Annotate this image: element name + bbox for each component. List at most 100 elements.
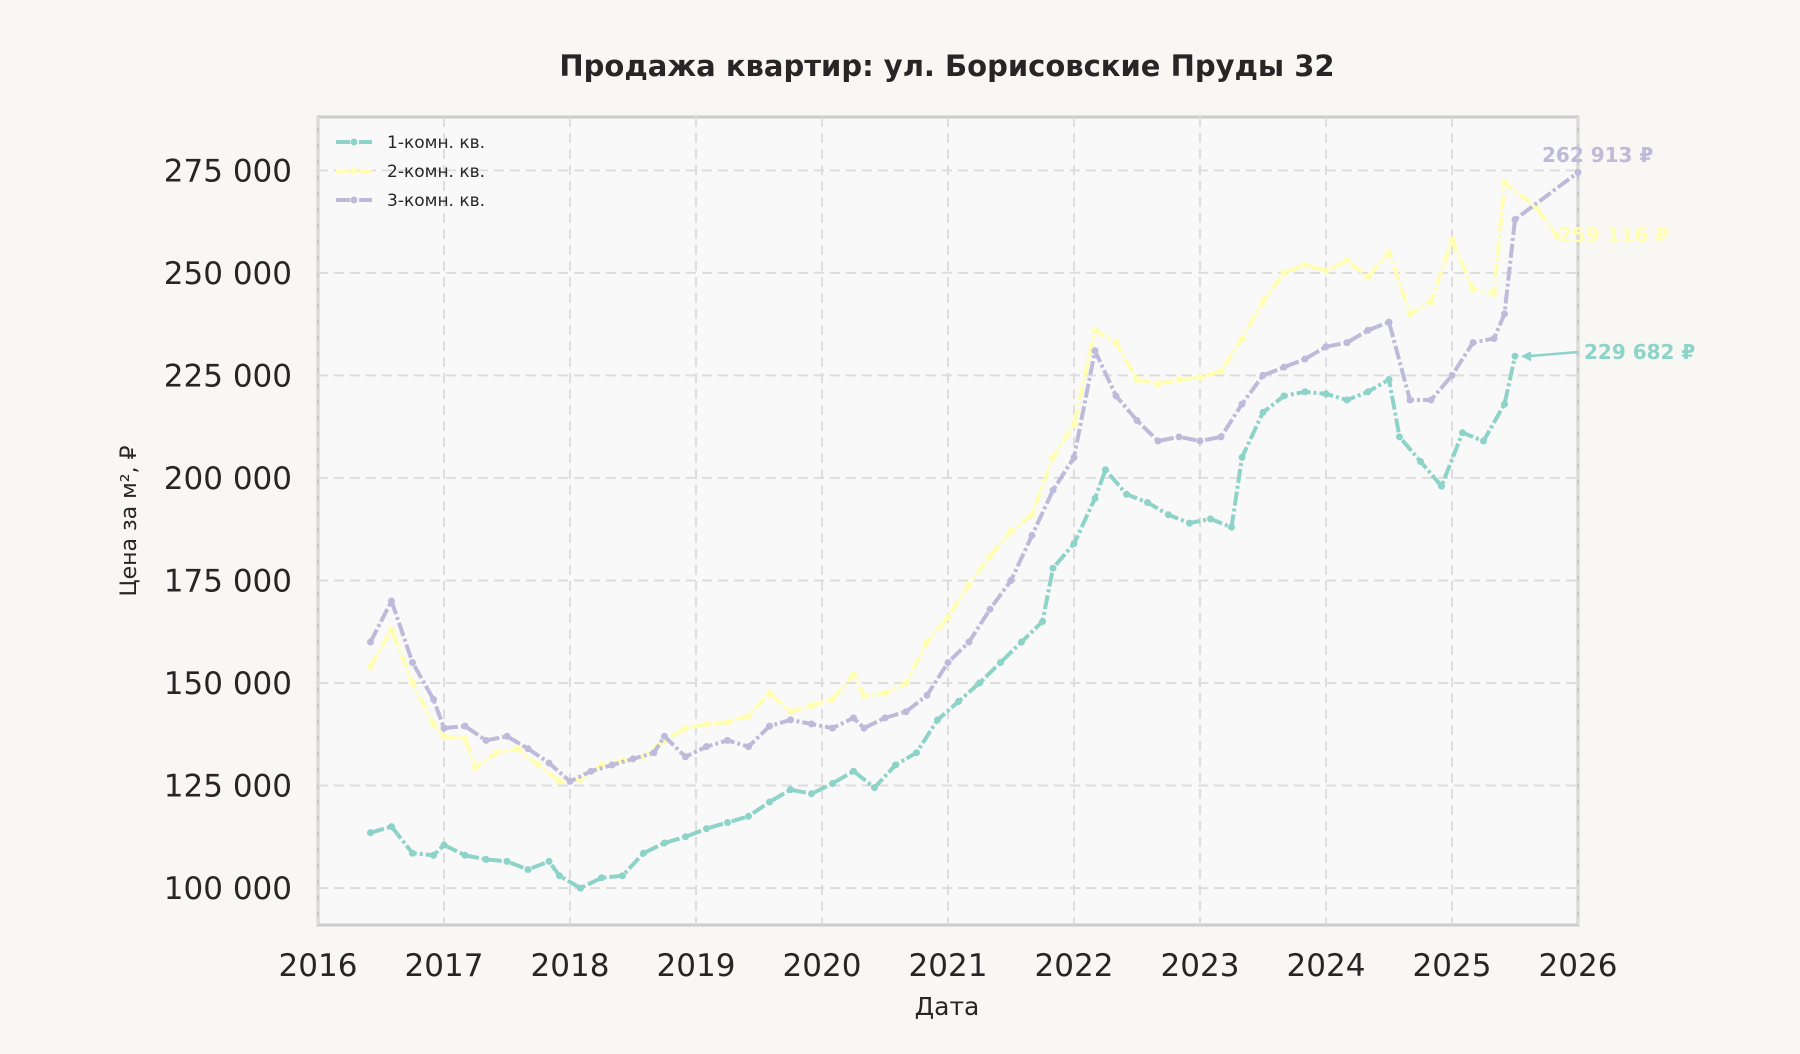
data-point	[1228, 523, 1235, 531]
data-point	[1018, 638, 1025, 646]
data-point	[829, 780, 836, 787]
data-point	[1280, 392, 1288, 400]
data-point	[1406, 396, 1414, 404]
legend-label-1: 1-комн. кв.	[387, 133, 485, 153]
data-point	[787, 716, 794, 724]
data-point	[1322, 390, 1330, 398]
data-point	[881, 714, 889, 722]
data-point	[1070, 421, 1078, 429]
data-point	[1448, 371, 1456, 379]
data-point	[1280, 363, 1288, 371]
data-point	[1406, 310, 1414, 318]
series-3	[367, 168, 1582, 785]
data-point	[661, 839, 668, 847]
data-point	[461, 851, 469, 859]
data-point	[545, 759, 553, 767]
data-point	[1049, 564, 1057, 572]
data-point	[965, 638, 973, 646]
data-point	[787, 786, 794, 794]
y-tick-label: 275 000	[164, 153, 292, 189]
data-point	[1175, 376, 1183, 383]
data-point	[808, 702, 815, 710]
data-point	[1438, 482, 1445, 490]
chart-title: Продажа квартир: ул. Борисовские Пруды 3…	[559, 49, 1334, 83]
data-point	[1028, 511, 1036, 519]
data-point	[986, 552, 994, 560]
data-point	[787, 708, 794, 716]
data-point	[944, 613, 952, 621]
data-point	[808, 790, 815, 798]
data-point	[934, 716, 941, 724]
data-point	[703, 743, 710, 751]
data-point	[430, 695, 437, 703]
y-tick-label: 150 000	[164, 666, 292, 702]
data-point	[409, 679, 416, 687]
data-point	[1343, 339, 1351, 347]
data-point	[881, 689, 889, 697]
data-point	[1396, 433, 1403, 441]
annotations: 262 913 ₽ 259 116 ₽ 229 682 ₽	[1521, 143, 1695, 364]
data-point	[608, 761, 616, 769]
data-point	[1144, 499, 1151, 506]
x-tick-label: 2017	[405, 948, 484, 984]
data-point	[1501, 179, 1508, 187]
data-point	[1322, 343, 1330, 351]
data-point	[1070, 453, 1078, 461]
data-point	[409, 659, 416, 666]
data-point	[1238, 335, 1246, 342]
grid	[317, 117, 1579, 925]
data-point	[1196, 437, 1204, 445]
data-point	[524, 866, 532, 874]
legend-marker-3	[350, 196, 358, 204]
data-point	[1112, 392, 1120, 400]
data-point	[556, 872, 563, 880]
data-point	[1217, 433, 1225, 441]
data-point	[1343, 396, 1351, 404]
annotation-label: 229 682 ₽	[1584, 340, 1695, 364]
data-point	[1469, 339, 1477, 347]
data-point	[682, 724, 689, 732]
x-tick-label: 2022	[1035, 948, 1114, 984]
data-point	[829, 724, 836, 732]
data-point	[1007, 577, 1015, 584]
data-point	[661, 732, 668, 740]
data-point	[430, 720, 437, 728]
data-point	[1501, 310, 1508, 318]
legend-label-3: 3-комн. кв.	[387, 191, 485, 211]
data-point	[461, 734, 469, 742]
data-point	[1417, 458, 1424, 465]
legend: 1-комн. кв. 2-комн. кв. 3-комн. кв.	[336, 133, 485, 211]
data-point	[892, 761, 899, 769]
data-point	[619, 872, 626, 880]
data-point	[514, 745, 521, 753]
data-point	[871, 784, 878, 792]
legend-marker-2	[350, 167, 358, 175]
data-point	[724, 736, 731, 744]
series-2	[367, 179, 1561, 785]
data-point	[766, 722, 773, 730]
data-point	[503, 732, 511, 740]
data-point	[1039, 618, 1046, 625]
data-point	[493, 749, 500, 757]
data-point	[1154, 380, 1162, 388]
data-point	[598, 874, 605, 882]
legend-marker-1	[350, 138, 358, 146]
data-point	[1385, 318, 1393, 326]
data-point	[976, 679, 983, 687]
data-point	[472, 763, 479, 771]
data-point	[860, 691, 868, 699]
data-point	[545, 857, 553, 865]
data-point	[1070, 540, 1078, 548]
data-point	[1238, 453, 1246, 461]
data-point	[650, 749, 658, 757]
data-point	[430, 851, 437, 859]
data-point	[1259, 298, 1267, 306]
data-point	[1196, 373, 1204, 381]
data-point	[1343, 257, 1351, 265]
data-point	[1259, 371, 1267, 379]
x-tick-label: 2016	[279, 948, 358, 984]
data-point	[367, 829, 374, 837]
data-point	[745, 743, 752, 751]
data-point	[388, 597, 395, 605]
data-point	[1175, 433, 1183, 441]
